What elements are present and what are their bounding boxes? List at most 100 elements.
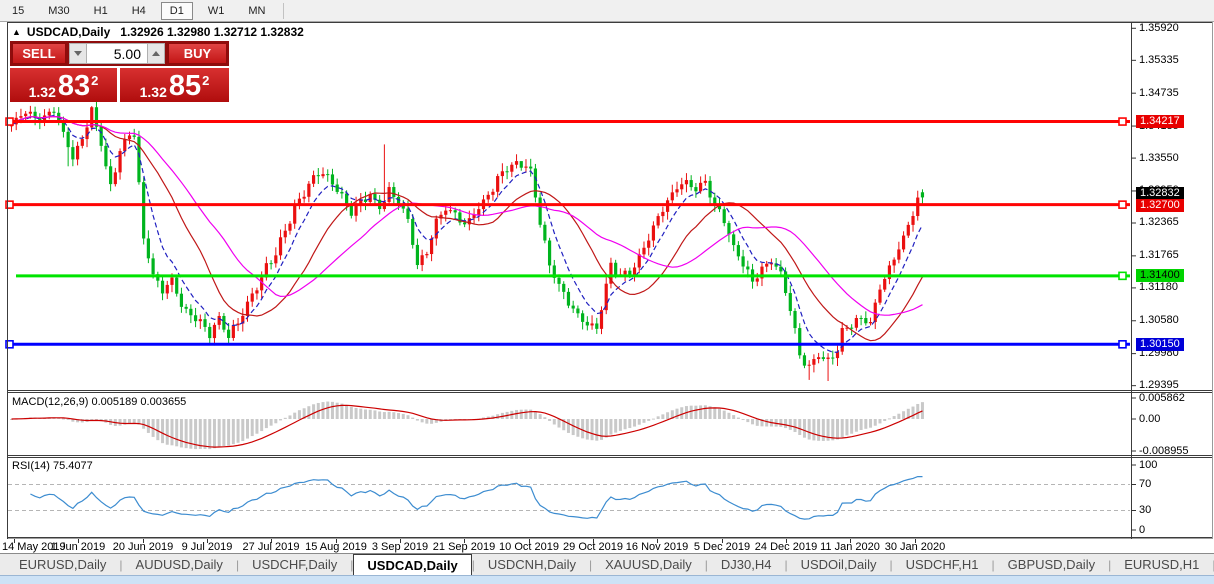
rsi-axis-label: 100	[1139, 458, 1158, 471]
moving-averages	[11, 114, 924, 353]
rsi-name: RSI(14)	[12, 460, 50, 472]
tab-separator: |	[588, 557, 593, 572]
macd-axis-label: 0.00	[1139, 412, 1161, 425]
rsi-pane	[8, 476, 1130, 520]
chart-canvas[interactable]	[0, 22, 1214, 540]
price-axis-label: 1.35920	[1139, 21, 1179, 34]
sell-price-prefix: 1.32	[28, 84, 56, 100]
date-label: 9 Jul 2019	[181, 541, 233, 553]
chart-tab-eurusd-daily[interactable]: EURUSD,Daily	[19, 557, 107, 572]
rsi-indicator-label: RSI(14) 75.4077	[12, 460, 93, 472]
buy-price-display[interactable]: 1.32 85 2	[120, 68, 229, 102]
tab-separator: |	[704, 557, 708, 572]
date-tick	[78, 539, 79, 543]
date-tick	[464, 539, 465, 543]
support-resistance-lines[interactable]	[5, 117, 1130, 349]
date-tick	[14, 539, 15, 543]
price-axis-label: 1.33550	[1139, 151, 1179, 164]
buy-button[interactable]: BUY	[168, 43, 227, 64]
timeframe-button-h1[interactable]: H1	[93, 4, 108, 17]
date-label: 3 Sep 2019	[371, 541, 429, 553]
macd-indicator-label: MACD(12,26,9) 0.005189 0.003655	[12, 396, 186, 408]
chart-tab-dj30-h4[interactable]: DJ30,H4	[720, 557, 772, 572]
date-tick	[722, 539, 723, 543]
chart-tab-gbpusd-daily[interactable]: GBPUSD,Daily	[1007, 557, 1096, 572]
sell-button[interactable]: SELL	[12, 43, 66, 64]
rsi-axis-label: 70	[1139, 478, 1152, 490]
volume-increase-button[interactable]	[147, 43, 165, 64]
chart-tab-usdcad-daily[interactable]: USDCAD,Daily	[353, 554, 472, 575]
price-axis-label: 1.32365	[1139, 216, 1179, 229]
collapse-panel-icon[interactable]: ▲	[12, 27, 21, 37]
price-axis-label: 1.30580	[1139, 314, 1179, 327]
date-tick	[850, 539, 851, 543]
volume-decrease-button[interactable]	[69, 43, 87, 64]
macd-name: MACD(12,26,9)	[12, 396, 89, 408]
price-axis-label: 1.35335	[1139, 53, 1179, 66]
resistance-badge: 1.32700	[1136, 198, 1184, 212]
date-label: 1 Jun 2019	[50, 541, 106, 553]
date-label: 21 Sep 2019	[432, 541, 496, 553]
date-label: 10 Oct 2019	[499, 541, 559, 553]
date-tick	[143, 539, 144, 543]
sell-price-digits: 83	[57, 70, 91, 103]
current-price-badge: 1.32832	[1136, 187, 1184, 201]
timeframe-button-h4[interactable]: H4	[131, 4, 146, 17]
buy-price-prefix: 1.32	[139, 84, 167, 100]
support-mid-badge: 1.31400	[1136, 269, 1184, 283]
chart-title-row: ▲ USDCAD,Daily 1.32926 1.32980 1.32712 1…	[12, 25, 304, 39]
chart-tab-usdchf-daily[interactable]: USDCHF,Daily	[252, 557, 338, 572]
triangle-up-icon	[152, 51, 160, 56]
price-axis-label: 1.31180	[1139, 281, 1178, 294]
chart-ohlc-values: 1.32926 1.32980 1.32712 1.32832	[120, 25, 304, 39]
date-label: 30 Jan 2020	[884, 541, 946, 553]
timeframe-button-15[interactable]: 15	[12, 4, 25, 17]
date-tick	[207, 539, 208, 543]
date-axis: 14 May 2019 1 Jun 2019 20 Jun 2019 9 Jul 20…	[0, 539, 1214, 553]
chart-window: ▲ USDCAD,Daily 1.32926 1.32980 1.32712 1…	[0, 22, 1214, 584]
timeframe-button-mn[interactable]: MN	[248, 4, 266, 17]
volume-input[interactable]	[87, 43, 147, 64]
macd-pane	[10, 401, 924, 450]
chart-tab-audusd-daily[interactable]: AUDUSD,Daily	[135, 557, 223, 572]
timeframe-button-m30[interactable]: M30	[48, 4, 70, 17]
date-label: 11 Jan 2020	[820, 541, 880, 553]
date-label: 27 Jul 2019	[242, 541, 300, 553]
timeframe-button-w1[interactable]: W1	[207, 4, 225, 17]
tab-separator: |	[119, 557, 123, 572]
macd-values: 0.005189 0.003655	[91, 396, 187, 408]
timeframe-button-d1[interactable]: D1	[160, 1, 193, 20]
chart-tab-xauusd-daily[interactable]: XAUUSD,Daily	[605, 557, 692, 572]
date-label: 5 Dec 2019	[693, 541, 751, 553]
price-axis-label: 1.29395	[1139, 379, 1179, 392]
date-label: 15 Aug 2019	[305, 541, 367, 553]
date-tick	[915, 539, 916, 543]
tab-separator: |	[889, 557, 893, 572]
date-tick	[786, 539, 787, 543]
candles	[9, 100, 925, 382]
chart-tab-eurusd-h1[interactable]: EURUSD,H1	[1124, 557, 1200, 572]
date-tick	[593, 539, 594, 543]
tab-separator: |	[991, 557, 995, 572]
timeframe-toolbar: 15 M30 H1 H4 D1 W1 MN	[0, 0, 1214, 22]
status-strip	[0, 575, 1214, 584]
date-label: 24 Dec 2019	[754, 541, 818, 553]
support-lower-badge: 1.30150	[1136, 337, 1184, 351]
date-tick	[529, 539, 530, 543]
date-tick	[336, 539, 337, 543]
sell-price-pip: 2	[91, 73, 99, 88]
tab-separator: |	[1108, 557, 1112, 572]
date-tick	[271, 539, 272, 543]
sell-price-display[interactable]: 1.32 83 2	[10, 68, 117, 102]
chart-symbol-title: USDCAD,Daily	[26, 25, 111, 39]
buy-price-pip: 2	[202, 73, 210, 88]
chart-tab-usdcnh-daily[interactable]: USDCNH,Daily	[487, 557, 576, 572]
resistance-upper-badge: 1.34217	[1136, 115, 1184, 129]
tab-separator: |	[784, 557, 788, 572]
rsi-value: 75.4077	[52, 460, 93, 472]
chart-tab-usdchf-h1[interactable]: USDCHF,H1	[905, 557, 979, 572]
rsi-axis-label: 0	[1139, 523, 1146, 536]
date-tick	[657, 539, 658, 543]
date-label: 29 Oct 2019	[563, 541, 623, 553]
chart-tab-usdoil-daily[interactable]: USDOil,Daily	[800, 557, 877, 572]
